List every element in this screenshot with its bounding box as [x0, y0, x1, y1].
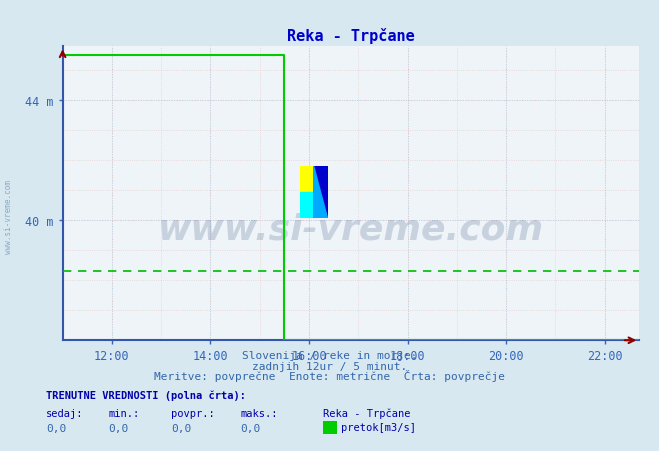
Text: sedaj:: sedaj: [46, 408, 84, 418]
Text: Meritve: povprečne  Enote: metrične  Črta: povprečje: Meritve: povprečne Enote: metrične Črta:… [154, 369, 505, 381]
Text: 0,0: 0,0 [46, 423, 67, 433]
Text: 0,0: 0,0 [109, 423, 129, 433]
Text: www.si-vreme.com: www.si-vreme.com [4, 179, 13, 253]
Text: pretok[m3/s]: pretok[m3/s] [341, 422, 416, 432]
Text: min.:: min.: [109, 408, 140, 418]
Text: TRENUTNE VREDNOSTI (polna črta):: TRENUTNE VREDNOSTI (polna črta): [46, 389, 246, 400]
Text: maks.:: maks.: [241, 408, 278, 418]
Polygon shape [314, 167, 328, 219]
Title: Reka - Trpčane: Reka - Trpčane [287, 28, 415, 43]
Text: povpr.:: povpr.: [171, 408, 215, 418]
Bar [300, 193, 314, 219]
Text: Reka - Trpčane: Reka - Trpčane [323, 407, 411, 418]
Text: 0,0: 0,0 [171, 423, 192, 433]
Text: Slovenija / reke in morje.: Slovenija / reke in morje. [242, 350, 417, 360]
Polygon shape [314, 167, 328, 219]
Text: zadnjih 12ur / 5 minut.: zadnjih 12ur / 5 minut. [252, 361, 407, 371]
Text: 0,0: 0,0 [241, 423, 261, 433]
Text: www.si-vreme.com: www.si-vreme.com [158, 212, 544, 246]
Bar [300, 167, 314, 193]
